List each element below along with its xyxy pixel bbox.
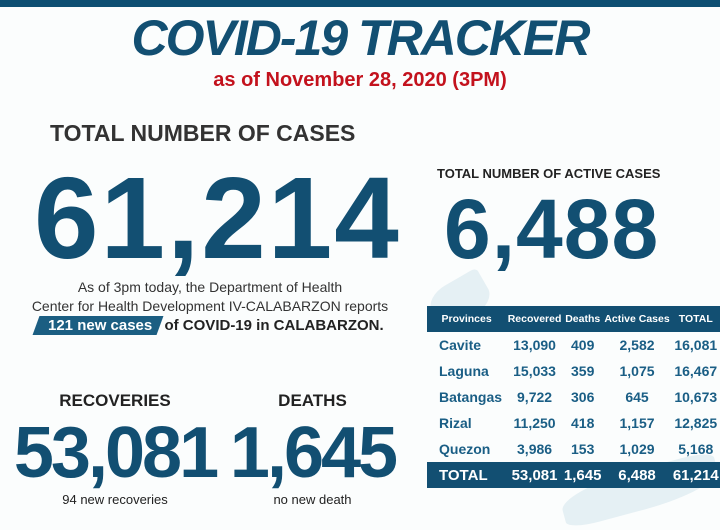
new-cases-badge: 121 new cases: [32, 316, 165, 335]
table-cell: 11,250: [513, 415, 556, 431]
report-line-2: Center for Health Development IV-CALABAR…: [31, 298, 389, 314]
recoveries-value: 53,081: [13, 413, 219, 493]
table-cell: TOTAL: [427, 462, 507, 488]
table-cell: 9,722: [517, 389, 553, 405]
col-header: Active Cases: [602, 306, 672, 332]
page-title: COVID-19 TRACKER: [131, 10, 591, 66]
table-cell: 1,075: [619, 363, 655, 379]
table-cell: Batangas: [439, 389, 503, 405]
active-cases-value: 6,488: [444, 182, 660, 276]
table-cell: 12,825: [674, 415, 718, 431]
table-cell: 15,033: [513, 363, 556, 379]
table-cell: Cavite: [439, 337, 482, 353]
table-cell: 6,488: [602, 462, 672, 488]
top-bar: [0, 0, 720, 7]
table-cell: 5,168: [678, 441, 714, 457]
table-cell: 13,090: [513, 337, 556, 353]
new-cases-text: 121 new cases: [48, 317, 153, 334]
table-cell: 53,081: [506, 462, 563, 488]
table-cell: 3,986: [517, 441, 553, 457]
report-line-3: of COVID-19 in CALABARZON.: [164, 317, 384, 334]
recoveries-label: RECOVERIES: [59, 391, 171, 410]
deaths-note: no new death: [273, 492, 352, 507]
table-row: Rizal 11,250 418 1,157 12,825: [427, 410, 720, 436]
recoveries-note: 94 new recoveries: [62, 492, 168, 507]
active-cases-label: TOTAL NUMBER OF ACTIVE CASES: [437, 166, 661, 181]
table-cell: 10,673: [674, 389, 718, 405]
table-row: Cavite 13,090 409 2,582 16,081: [427, 332, 720, 358]
table-cell: Laguna: [439, 363, 489, 379]
report-line-1: As of 3pm today, the Department of Healt…: [77, 279, 343, 295]
report-text: As of 3pm today, the Department of Healt…: [20, 278, 400, 335]
table-cell: 16,467: [674, 363, 718, 379]
date-subtitle: as of November 28, 2020 (3PM): [213, 69, 507, 91]
table-cell: 16,081: [674, 337, 718, 353]
table-cell: 153: [571, 441, 595, 457]
table-cell: 1,029: [619, 441, 655, 457]
total-cases-label: TOTAL NUMBER OF CASES: [50, 120, 356, 146]
table-row: Laguna 15,033 359 1,075 16,467: [427, 358, 720, 384]
table-cell: 645: [625, 389, 649, 405]
table-cell: 61,214: [671, 462, 720, 488]
col-header: Recovered: [506, 306, 563, 332]
col-header: TOTAL: [671, 306, 720, 332]
table-cell: Rizal: [439, 415, 472, 431]
table-cell: 2,582: [619, 337, 655, 353]
table-cell: Quezon: [439, 441, 491, 457]
deaths-value: 1,645: [229, 413, 398, 493]
table-cell: 1,645: [562, 462, 603, 488]
deaths-label: DEATHS: [278, 391, 347, 410]
table-cell: 418: [571, 415, 595, 431]
total-cases-value: 61,214: [34, 153, 401, 283]
table-total-row: TOTAL 53,081 1,645 6,488 61,214: [427, 462, 720, 488]
province-table: Provinces Recovered Deaths Active Cases …: [427, 306, 720, 488]
table-cell: 306: [571, 389, 595, 405]
table-header-row: Provinces Recovered Deaths Active Cases …: [427, 306, 720, 332]
col-header: Deaths: [562, 306, 603, 332]
table-cell: 409: [571, 337, 595, 353]
table-cell: 359: [571, 363, 595, 379]
table-cell: 1,157: [619, 415, 655, 431]
col-header: Provinces: [427, 306, 507, 332]
table-row: Batangas 9,722 306 645 10,673: [427, 384, 720, 410]
table-row: Quezon 3,986 153 1,029 5,168: [427, 436, 720, 462]
